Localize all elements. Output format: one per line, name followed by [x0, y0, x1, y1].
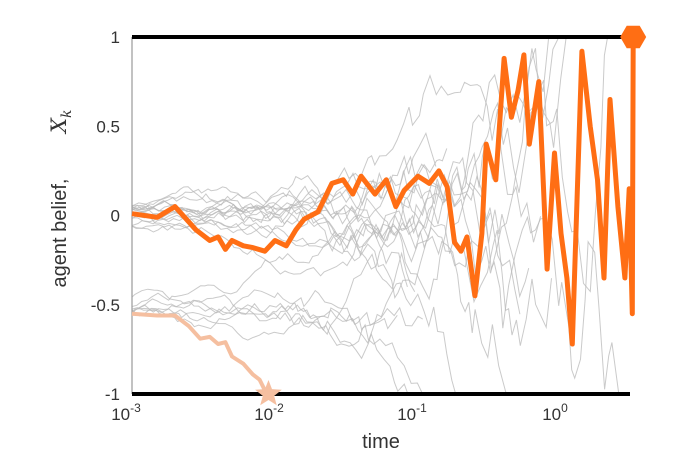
y-tick-label: -1: [105, 385, 120, 404]
background-trajectories: [131, 36, 620, 395]
background-trajectory: [131, 251, 416, 336]
background-trajectory: [131, 74, 542, 243]
y-axis-label: agent belief, Xk: [47, 110, 75, 288]
background-trajectory: [131, 302, 423, 327]
y-tick-label: 0.5: [96, 117, 120, 136]
highlighted-agent-upper-line: [131, 36, 636, 347]
x-tick-label: 10-2: [254, 401, 284, 424]
y-axis-label-text: agent belief,: [49, 179, 71, 288]
background-trajectory: [131, 36, 560, 211]
y-tick-label: -0.5: [91, 296, 120, 315]
x-axis-label: time: [362, 431, 400, 453]
background-trajectory: [131, 165, 521, 315]
highlighted-agent-lower-line: [131, 311, 270, 396]
axis-ticks: 1 0.5 0 -0.5 -110-3 10-2 10-1 100: [91, 28, 568, 424]
star-icon: [255, 380, 282, 406]
background-trajectory: [131, 282, 463, 395]
x-tick-label: 10-1: [397, 401, 427, 424]
y-tick-label: 0: [111, 207, 120, 226]
y-axis-symbol: Xk: [47, 110, 75, 135]
x-tick-label: 10-3: [111, 401, 141, 424]
y-tick-label: 1: [111, 28, 120, 47]
background-trajectory: [131, 36, 550, 278]
background-trajectory: [131, 36, 609, 293]
hexagon-icon: [620, 25, 647, 49]
highlighted-series: [131, 25, 647, 406]
svg-text:agent belief,: agent belief,: [49, 179, 71, 288]
background-trajectory: [131, 304, 409, 395]
x-tick-label: 100: [542, 401, 568, 424]
background-trajectory: [131, 148, 448, 222]
